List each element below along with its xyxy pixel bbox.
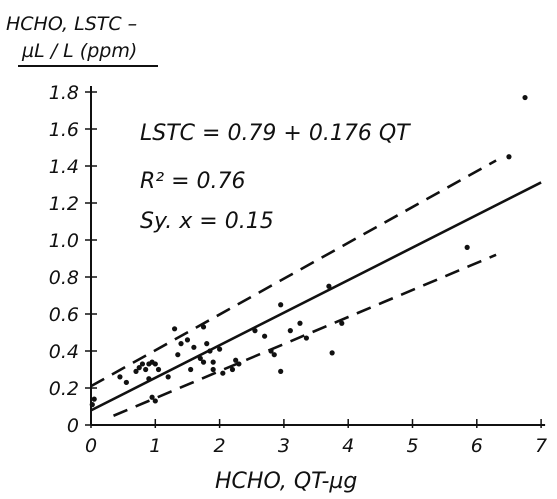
data-point [303, 335, 310, 341]
data-point [146, 376, 152, 382]
y-tick-label: 0.2 [49, 378, 79, 400]
data-point [139, 361, 146, 367]
data-point [329, 350, 335, 356]
axes [90, 86, 546, 426]
data-points [89, 94, 528, 408]
x-tick-label: 5 [406, 435, 418, 457]
data-point [123, 379, 129, 386]
data-point [207, 348, 213, 354]
data-point [464, 244, 470, 250]
data-point [297, 320, 303, 326]
data-point [339, 320, 345, 326]
data-point [236, 361, 242, 367]
data-point [143, 366, 149, 373]
data-point [200, 324, 207, 330]
data-point [252, 328, 258, 334]
data-point [171, 326, 178, 332]
data-point [152, 361, 158, 367]
y-tick-label: 1.6 [49, 119, 79, 141]
data-point [506, 154, 512, 160]
data-point [262, 333, 268, 339]
x-tick-label: 6 [471, 435, 483, 457]
data-point [175, 352, 181, 358]
y-tick-label: 0.8 [49, 267, 79, 289]
x-tick-label: 2 [214, 435, 226, 457]
regression-lines [90, 159, 542, 417]
data-point [271, 352, 277, 358]
data-point [217, 346, 223, 352]
y-axis-label-line2: µL / L (ppm) [21, 40, 137, 62]
upper-confidence-line [90, 159, 497, 388]
y-axis-ticks: 0 0.2 0.4 0.6 0.8 1.0 1.2 1.4 1.6 1.8 [49, 82, 97, 437]
regression-line [90, 181, 542, 412]
standard-error-annotation: Sy. x = 0.15 [140, 209, 274, 234]
data-point [184, 337, 191, 343]
data-point [133, 368, 139, 374]
data-point [200, 359, 207, 365]
data-point [522, 94, 528, 101]
x-axis-label: HCHO, QT-µg [215, 469, 357, 494]
x-tick-label: 1 [149, 435, 161, 457]
data-point [233, 357, 239, 363]
data-point [191, 344, 197, 350]
data-point [117, 374, 123, 380]
data-point [268, 348, 274, 354]
data-point [136, 365, 142, 371]
x-tick-label: 0 [85, 435, 97, 457]
r-squared-annotation: R² = 0.76 [140, 169, 246, 194]
data-point [178, 341, 184, 347]
data-point [278, 302, 284, 308]
y-tick-label: 1.8 [49, 82, 79, 104]
data-point [278, 368, 284, 374]
data-point [204, 341, 210, 347]
y-tick-label: 1.0 [49, 230, 79, 252]
y-tick-label: 1.4 [49, 156, 79, 178]
data-point [89, 402, 95, 408]
data-point [91, 396, 97, 402]
data-point [197, 355, 203, 361]
data-point [188, 366, 194, 373]
y-tick-label: 1.2 [49, 193, 79, 215]
y-axis-label-line1: HCHO, LSTC – [6, 13, 137, 35]
data-point [210, 366, 216, 373]
data-point [165, 374, 171, 380]
data-point [229, 366, 236, 373]
data-point [210, 359, 216, 365]
x-tick-label: 4 [342, 435, 354, 457]
data-point [326, 283, 332, 289]
lower-confidence-line [113, 253, 497, 417]
regression-equation: LSTC = 0.79 + 0.176 QT [140, 121, 411, 146]
data-point [287, 328, 293, 334]
y-tick-label: 0.6 [49, 304, 79, 326]
x-tick-label: 7 [535, 435, 547, 457]
data-point [220, 370, 226, 376]
data-point [149, 394, 155, 400]
data-point [155, 366, 162, 373]
data-point [152, 398, 158, 404]
x-axis-ticks: 0 1 2 3 4 5 6 7 [85, 419, 547, 457]
y-tick-label: 0.4 [49, 341, 79, 363]
x-tick-label: 3 [278, 435, 290, 457]
y-tick-label: 0 [67, 415, 79, 437]
